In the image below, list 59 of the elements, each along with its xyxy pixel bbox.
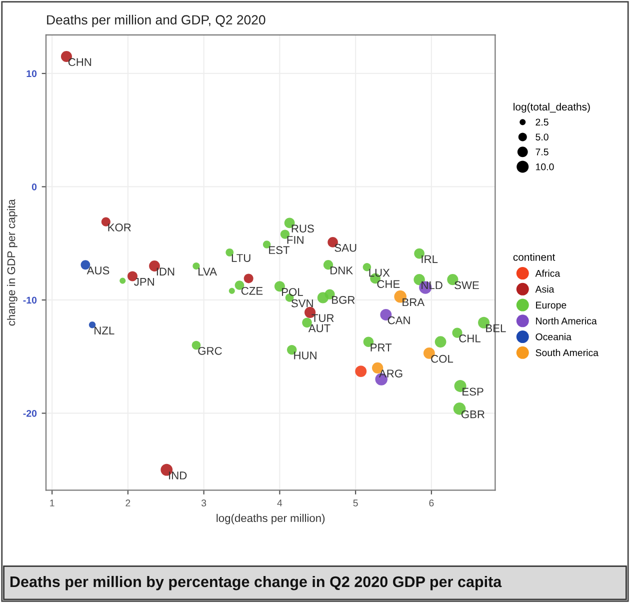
annotation: KOR — [108, 224, 131, 232]
annotation: FIN — [287, 236, 304, 244]
annotation: PRT — [370, 344, 392, 352]
annotation: SWE — [454, 281, 479, 290]
text: log(total_deaths) — [514, 102, 590, 113]
x-tick-label: 1 — [50, 500, 54, 506]
y-tick-label: -20 — [23, 410, 37, 417]
annotation: AUT — [308, 324, 330, 332]
annotation: LUX — [369, 268, 390, 277]
legend-label: 2.5 — [536, 118, 548, 126]
annotation: ESP — [462, 388, 484, 396]
legend-label: Africa — [535, 270, 560, 277]
annotation: BRA — [402, 298, 425, 306]
annotation: GRC — [198, 346, 222, 355]
x-tick-label: 5 — [353, 500, 358, 506]
annotation: CHE — [377, 280, 400, 288]
annotation: LVA — [198, 268, 217, 276]
annotation: JPN — [134, 278, 154, 286]
legend-label: Oceania — [536, 333, 572, 340]
x-tick-label: 6 — [429, 500, 434, 506]
annotation: CAN — [388, 316, 410, 324]
legend-label: South America — [536, 349, 599, 356]
annotation: NZL — [94, 326, 114, 334]
text: Deaths per million by percentage change in Q2 2020 GDP per capita — [10, 576, 502, 590]
x-tick-label: 4 — [277, 500, 282, 506]
legend-label: 5.0 — [536, 134, 548, 140]
annotation: CZE — [241, 286, 263, 295]
annotation: HUN — [294, 352, 316, 360]
legend-label: 10.0 — [536, 163, 554, 170]
legend-title: continent — [513, 253, 556, 261]
annotation: IDN — [156, 268, 174, 276]
annotation: AUS — [86, 266, 110, 274]
annotation: COL — [431, 354, 454, 363]
y-tick-label: 0 — [32, 183, 37, 190]
chart-title: Deaths per million and GDP, Q2 2020 — [47, 14, 266, 28]
annotation: CHN — [68, 58, 92, 66]
y-axis-title: change in GDP per capita — [7, 199, 18, 326]
annotation: DNK — [330, 266, 353, 274]
legend-label: Asia — [535, 286, 554, 293]
x-tick-label: 3 — [201, 500, 206, 506]
annotation: CHL — [459, 334, 480, 342]
y-tick-label: 10 — [26, 70, 37, 78]
annotation: IND — [169, 472, 187, 480]
legend-label: North America — [536, 317, 597, 324]
annotation: SAU — [334, 244, 356, 252]
y-tick-label: -10 — [23, 296, 37, 304]
annotation: RUS — [292, 224, 314, 233]
annotation: GBR — [461, 410, 484, 418]
legend-label: Europe — [536, 302, 566, 310]
x-tick-label: 2 — [126, 500, 130, 506]
annotation: SVN — [291, 299, 313, 308]
x-axis-title: log(deaths per million) — [216, 514, 325, 524]
annotation: POL — [282, 288, 303, 296]
legend-label: 7.5 — [536, 148, 548, 156]
annotation: BGR — [332, 296, 355, 304]
annotation: TUR — [312, 314, 334, 322]
annotation: EST — [269, 246, 290, 254]
annotation: LTU — [232, 254, 250, 262]
annotation: IRL — [422, 255, 438, 263]
